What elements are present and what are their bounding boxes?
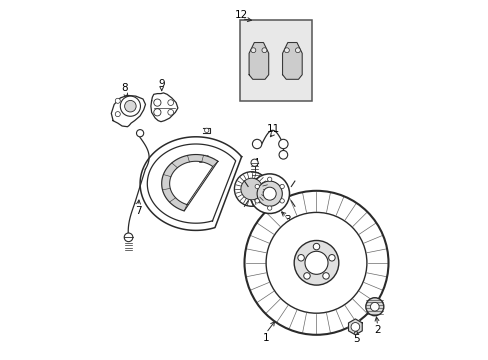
Polygon shape	[140, 137, 241, 230]
Circle shape	[263, 187, 276, 200]
Circle shape	[204, 128, 208, 132]
Circle shape	[120, 96, 140, 116]
Bar	[240, 20, 311, 101]
Polygon shape	[151, 93, 178, 122]
Circle shape	[124, 233, 133, 242]
Circle shape	[153, 109, 161, 116]
Circle shape	[267, 206, 271, 210]
Circle shape	[280, 184, 284, 189]
Circle shape	[153, 99, 161, 106]
Circle shape	[249, 174, 289, 213]
Circle shape	[115, 98, 120, 103]
Text: 3: 3	[284, 215, 290, 225]
Circle shape	[252, 139, 261, 149]
Circle shape	[255, 184, 259, 189]
Circle shape	[322, 273, 328, 279]
Text: 1: 1	[262, 333, 269, 343]
Circle shape	[278, 139, 287, 149]
Circle shape	[328, 255, 334, 261]
Text: 11: 11	[266, 124, 279, 134]
Circle shape	[124, 100, 136, 112]
Circle shape	[241, 178, 262, 200]
Circle shape	[305, 251, 327, 274]
Circle shape	[365, 298, 383, 316]
Polygon shape	[248, 42, 268, 79]
Circle shape	[265, 212, 366, 313]
Text: 4: 4	[251, 158, 258, 168]
Polygon shape	[282, 42, 302, 79]
Circle shape	[297, 255, 304, 261]
Text: 8: 8	[122, 83, 128, 93]
Polygon shape	[348, 319, 362, 335]
Circle shape	[313, 243, 319, 250]
Circle shape	[262, 48, 266, 53]
Polygon shape	[111, 95, 145, 127]
Circle shape	[280, 199, 284, 203]
Circle shape	[294, 240, 338, 285]
Circle shape	[267, 177, 271, 181]
Circle shape	[167, 109, 173, 115]
Circle shape	[350, 323, 359, 331]
Text: 10: 10	[197, 155, 210, 165]
Text: 5: 5	[352, 334, 359, 344]
Circle shape	[250, 159, 258, 166]
Circle shape	[279, 150, 287, 159]
Polygon shape	[162, 154, 218, 211]
Text: 12: 12	[235, 10, 248, 20]
Circle shape	[234, 172, 268, 206]
Text: 7: 7	[135, 206, 142, 216]
Circle shape	[250, 48, 255, 53]
Text: 6: 6	[261, 200, 267, 210]
Circle shape	[255, 199, 259, 203]
Circle shape	[303, 273, 309, 279]
Circle shape	[167, 100, 173, 105]
Circle shape	[370, 302, 378, 311]
Circle shape	[136, 130, 143, 137]
Circle shape	[244, 191, 387, 335]
Circle shape	[295, 48, 300, 53]
Circle shape	[284, 48, 289, 53]
Circle shape	[257, 181, 282, 206]
Circle shape	[115, 112, 120, 117]
Text: 9: 9	[158, 78, 164, 89]
Text: 2: 2	[374, 325, 380, 336]
